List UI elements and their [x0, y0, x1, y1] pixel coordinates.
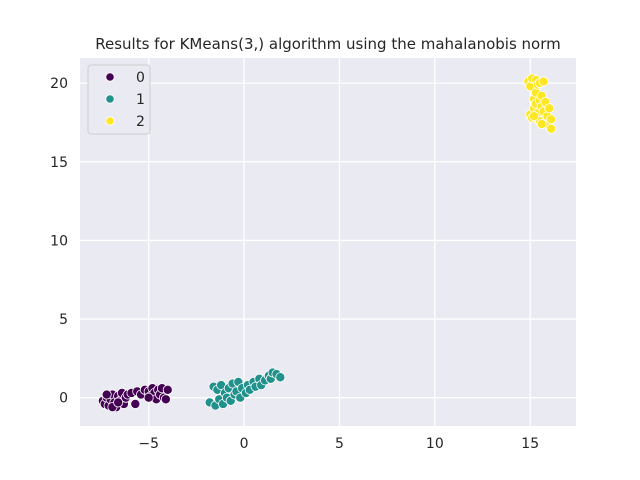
- data-point-series-2: [529, 111, 540, 122]
- data-point-series-0: [162, 384, 173, 395]
- data-point-series-0: [130, 398, 141, 409]
- y-tick-label: 15: [50, 155, 68, 171]
- data-point-series-2: [546, 123, 557, 134]
- legend-label: 1: [136, 92, 145, 108]
- data-point-series-0: [160, 394, 171, 405]
- legend-label: 2: [136, 114, 145, 130]
- legend-marker: [105, 94, 115, 104]
- plot-area: [80, 58, 576, 426]
- data-point-series-2: [546, 114, 557, 125]
- data-point-series-1: [275, 372, 286, 383]
- y-axis-ticks: 0 5 10 15 20: [50, 76, 68, 407]
- legend-marker: [105, 72, 115, 82]
- y-tick-label: 5: [59, 312, 68, 328]
- y-tick-label: 0: [59, 391, 68, 407]
- legend-label: 0: [136, 70, 145, 86]
- legend: 0 1 2: [87, 64, 151, 135]
- x-tick-label: 10: [426, 436, 444, 452]
- x-axis-ticks: −5 0 5 10 15: [138, 436, 539, 452]
- y-tick-label: 10: [50, 233, 68, 249]
- data-point-series-0: [113, 397, 124, 408]
- chart-title: Results for KMeans(3,) algorithm using t…: [95, 35, 560, 53]
- x-tick-label: 15: [521, 436, 539, 452]
- data-point-series-2: [536, 119, 547, 130]
- data-point-series-0: [101, 389, 112, 400]
- data-point-series-0: [143, 392, 154, 403]
- legend-marker: [105, 116, 115, 126]
- x-tick-label: −5: [138, 436, 159, 452]
- data-point-series-2: [544, 103, 555, 114]
- x-tick-label: 5: [335, 436, 344, 452]
- y-tick-label: 20: [50, 76, 68, 92]
- data-points: [97, 73, 557, 413]
- legend-box: [87, 64, 151, 135]
- x-tick-label: 0: [240, 436, 249, 452]
- grid-lines: [80, 58, 576, 426]
- data-point-series-2: [538, 76, 549, 87]
